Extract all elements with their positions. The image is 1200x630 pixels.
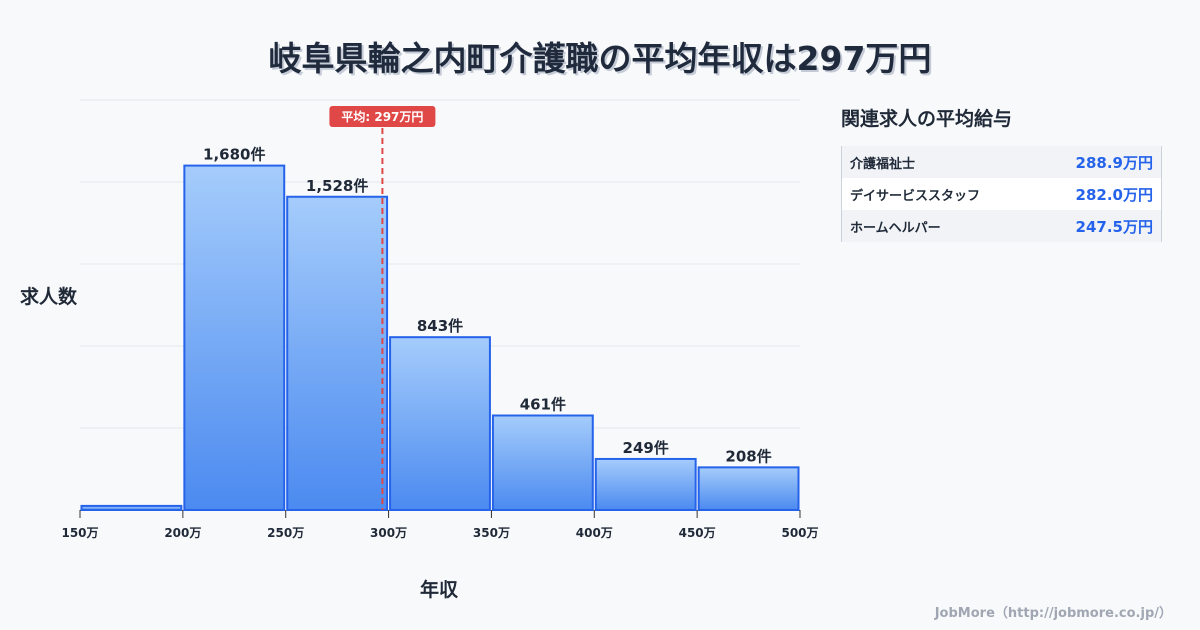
table-row: デイサービススタッフ 282.0万円 — [842, 178, 1161, 210]
histogram-bar — [286, 195, 389, 511]
histogram-bar — [80, 504, 183, 511]
histogram-bar — [389, 336, 491, 511]
bar-data-label: 208件 — [725, 447, 771, 465]
x-tick-label: 500万 — [781, 526, 818, 540]
histogram-bar — [697, 466, 800, 511]
histogram-bar — [594, 457, 697, 511]
average-badge — [329, 106, 436, 127]
x-tick-label: 400万 — [576, 526, 613, 540]
x-tick-label: 150万 — [61, 526, 98, 540]
job-name: ホームヘルパー — [850, 220, 941, 236]
x-axis-label: 年収 — [420, 579, 459, 601]
related-jobs-title: 関連求人の平均給与 — [841, 108, 1013, 130]
job-name: デイサービススタッフ — [850, 188, 981, 204]
related-jobs-table: 介護福祉士 288.9万円 デイサービススタッフ 282.0万円 ホームヘルパー 24… — [841, 146, 1162, 242]
job-salary: 247.5万円 — [1075, 217, 1153, 236]
bar-data-label: 843件 — [417, 317, 463, 335]
x-tick-label: 200万 — [164, 526, 201, 540]
table-row: ホームヘルパー 247.5万円 — [842, 210, 1161, 242]
x-tick-label: 450万 — [679, 526, 716, 540]
table-row: 介護福祉士 288.9万円 — [842, 146, 1161, 178]
histogram-bar — [183, 164, 286, 511]
chart-title: 岐阜県輪之内町介護職の平均年収は297万円 — [268, 39, 932, 78]
job-name: 介護福祉士 — [850, 156, 916, 172]
y-axis-label: 求人数 — [20, 286, 78, 308]
histogram-chart: 1,680件 1,528件 843件 461件 249件 208件 150万 200万 250万… — [61, 99, 819, 540]
bar-data-label: 249件 — [623, 439, 669, 457]
bar-data-label: 1,680件 — [203, 146, 265, 164]
job-salary: 288.9万円 — [1075, 153, 1153, 172]
x-tick-label: 300万 — [370, 526, 407, 540]
bar-data-label: 461件 — [520, 395, 566, 413]
histogram-bar — [491, 414, 594, 511]
x-tick-label: 350万 — [473, 526, 510, 540]
average-label: 平均: 297万円 — [341, 109, 423, 124]
x-tick-label: 250万 — [267, 526, 304, 540]
bar-data-label: 1,528件 — [306, 177, 368, 195]
job-salary: 282.0万円 — [1075, 185, 1153, 204]
footer-credit: JobMore（http://jobmore.co.jp/） — [934, 606, 1172, 621]
